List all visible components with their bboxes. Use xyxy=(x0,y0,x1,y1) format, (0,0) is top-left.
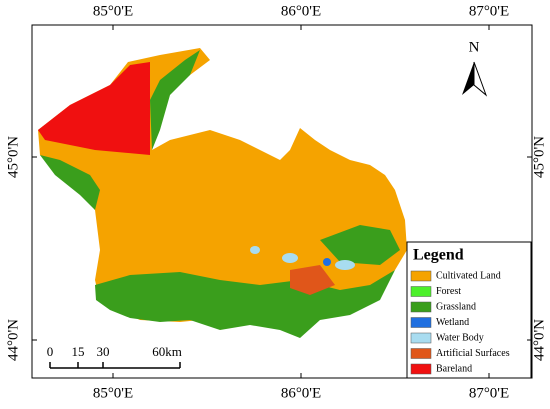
scale-label: 15 xyxy=(72,344,85,359)
lon-label: 87°0'E xyxy=(469,3,509,19)
legend-swatch xyxy=(410,332,432,344)
legend-label: Water Body xyxy=(436,332,484,343)
legend-swatch xyxy=(410,270,432,282)
legend-title: Legend xyxy=(413,247,464,264)
legend-swatch xyxy=(410,317,432,328)
legend-swatch xyxy=(410,348,432,359)
lat-label: 44°0'N xyxy=(531,319,547,361)
lon-label: 85°0'E xyxy=(93,3,133,19)
legend-swatch xyxy=(410,363,432,375)
scale-bar xyxy=(49,362,181,369)
lat-label: 45°0'N xyxy=(531,136,547,178)
scale-label: 30 xyxy=(97,344,110,359)
legend-label: Artificial Surfaces xyxy=(436,348,510,359)
legend-label: Wetland xyxy=(436,317,469,328)
lon-label: 85°0'E xyxy=(93,385,133,401)
legend-swatch xyxy=(410,286,432,297)
north-label: N xyxy=(469,39,480,55)
land xyxy=(38,48,407,338)
lat-label: 44°0'N xyxy=(5,319,21,361)
legend-label: Bareland xyxy=(436,363,472,374)
lon-label: 86°0'E xyxy=(281,3,321,19)
legend-label: Cultivated Land xyxy=(436,270,501,281)
scale-label: 0 xyxy=(47,344,54,359)
north-arrow xyxy=(462,61,488,97)
legend-label: Forest xyxy=(436,286,461,297)
lat-label: 45°0'N xyxy=(5,136,21,178)
legend-swatch xyxy=(410,301,432,313)
lon-label: 87°0'E xyxy=(469,385,509,401)
lon-label: 86°0'E xyxy=(281,385,321,401)
legend-label: Grassland xyxy=(436,301,476,312)
scale-label: 60km xyxy=(152,344,182,359)
